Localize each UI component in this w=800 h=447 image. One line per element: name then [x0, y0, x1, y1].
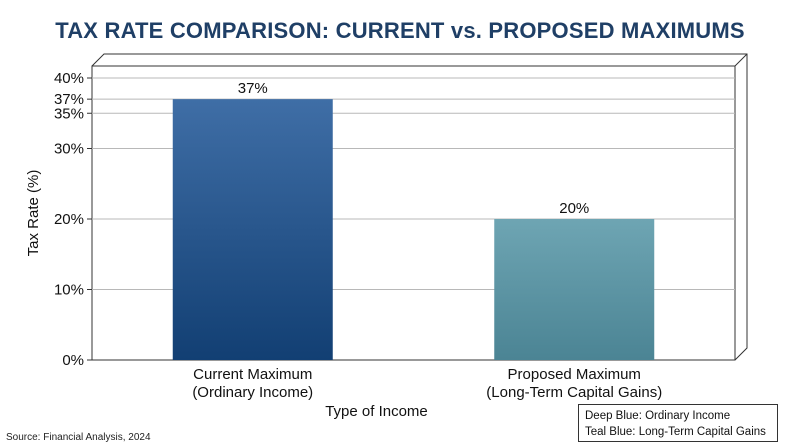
bars	[172, 99, 655, 361]
x-axis-title: Type of Income	[325, 403, 428, 420]
x-tick-label: Proposed Maximum	[508, 366, 641, 383]
y-axis-title: Tax Rate (%)	[25, 170, 42, 257]
plot-area-border	[91, 65, 736, 361]
x-tick-label: (Ordinary Income)	[192, 384, 313, 401]
bar-value-label: 37%	[238, 80, 268, 97]
y-tick-label: 10%	[54, 282, 84, 299]
labels: 0%10%20%30%35%37%40%37%Current Maximum(O…	[25, 70, 662, 420]
frame-corner-edge	[734, 53, 748, 67]
plot-frame	[91, 53, 748, 361]
y-tick-label: 40%	[54, 70, 84, 87]
bar	[172, 99, 333, 361]
bar	[494, 219, 655, 360]
y-tick-label: 0%	[62, 352, 84, 369]
legend-entry-capital-gains: Teal Blue: Long-Term Capital Gains	[585, 426, 766, 438]
x-tick-label: (Long-Term Capital Gains)	[486, 384, 662, 401]
legend: Deep Blue: Ordinary Income Teal Blue: Lo…	[578, 404, 778, 442]
y-tick-label: 20%	[54, 211, 84, 228]
y-tick-label: 35%	[54, 105, 84, 122]
bar-value-label: 20%	[559, 200, 589, 217]
legend-entry-ordinary-income: Deep Blue: Ordinary Income	[585, 410, 731, 422]
source-note: Source: Financial Analysis, 2024	[6, 432, 151, 443]
chart-title: TAX RATE COMPARISON: CURRENT vs. PROPOSE…	[55, 18, 745, 43]
y-tick-label: 30%	[54, 141, 84, 158]
y-tick-label: 37%	[54, 91, 84, 108]
x-tick-label: Current Maximum	[193, 366, 312, 383]
